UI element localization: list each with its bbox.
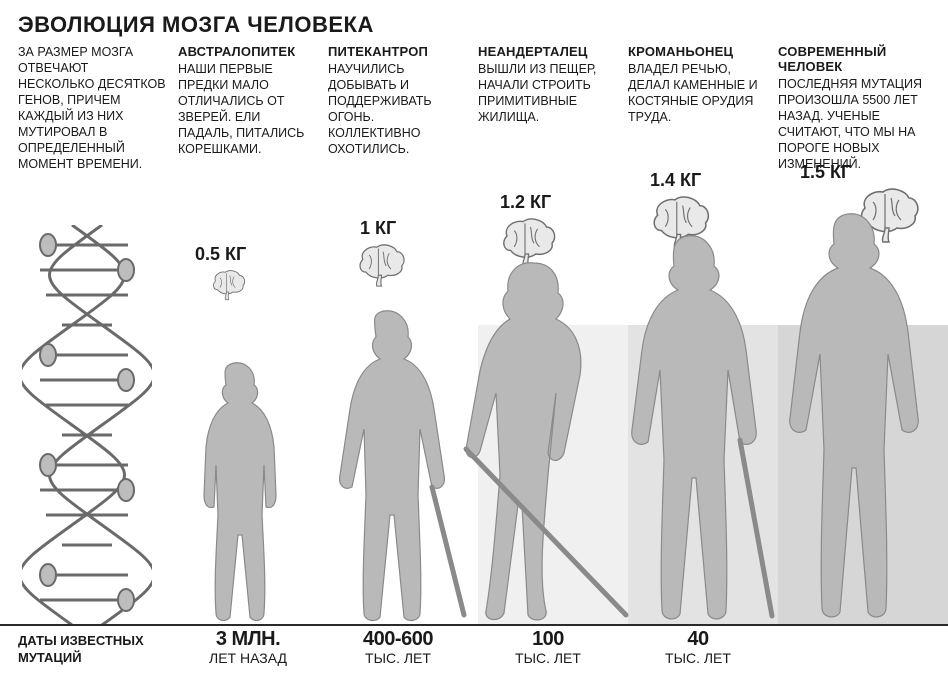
stage-name: КРОМАНЬОНЕЦ — [628, 44, 768, 59]
date-unit: ТЫС. ЛЕТ — [628, 650, 768, 666]
stage-desc: ВЫШЛИ ИЗ ПЕЩЕР, НАЧАЛИ СТРОИТЬ ПРИМИТИВН… — [478, 61, 618, 125]
stage-name: СОВРЕМЕННЫЙ ЧЕЛОВЕК — [778, 44, 933, 74]
footer-label: ДАТЫ ИЗВЕСТНЫХ МУТАЦИЙ — [18, 632, 168, 666]
date-num: 3 МЛН. — [178, 628, 318, 651]
stage-name: НЕАНДЕРТАЛЕЦ — [478, 44, 618, 59]
date-num: 40 — [628, 628, 768, 651]
stage-desc: НАШИ ПЕРВЫЕ ПРЕДКИ МАЛО ОТЛИЧАЛИСЬ ОТ ЗВ… — [178, 61, 318, 157]
weight-label-2: 1.2 КГ — [500, 192, 551, 213]
intro-text: ЗА РАЗМЕР МОЗГА ОТВЕЧАЮТ НЕСКОЛЬКО ДЕСЯТ… — [18, 44, 168, 172]
stage-desc: ПОСЛЕДНЯЯ МУТАЦИЯ ПРОИЗОШЛА 5500 ЛЕТ НАЗ… — [778, 76, 933, 172]
dna-helix-icon — [22, 225, 152, 625]
stage-name: АВСТРАЛОПИТЕК — [178, 44, 318, 59]
date-block-2: 100 ТЫС. ЛЕТ — [478, 628, 618, 666]
date-unit: ТЫС. ЛЕТ — [328, 650, 468, 666]
silhouette-0 — [168, 355, 308, 625]
date-unit: ТЫС. ЛЕТ — [478, 650, 618, 666]
silhouette-1 — [314, 305, 474, 625]
date-num: 100 — [478, 628, 618, 651]
date-block-1: 400-600 ТЫС. ЛЕТ — [328, 628, 468, 666]
page-title: ЭВОЛЮЦИЯ МОЗГА ЧЕЛОВЕКА — [0, 0, 948, 42]
stage-desc: НАУЧИЛИСЬ ДОБЫВАТЬ И ПОДДЕРЖИВАТЬ ОГОНЬ.… — [328, 61, 468, 157]
weight-label-4: 1.5 КГ — [800, 162, 851, 183]
stage-desc: ВЛАДЕЛ РЕЧЬЮ, ДЕЛАЛ КАМЕННЫЕ И КОСТЯНЫЕ … — [628, 61, 768, 125]
date-block-0: 3 МЛН. ЛЕТ НАЗАД — [178, 628, 318, 666]
weight-label-3: 1.4 КГ — [650, 170, 701, 191]
silhouette-3 — [606, 230, 786, 625]
brain-icon-1 — [355, 244, 410, 289]
brain-icon-0 — [210, 270, 249, 302]
date-num: 400-600 — [328, 628, 468, 651]
silhouette-4 — [760, 210, 940, 625]
footer: ДАТЫ ИЗВЕСТНЫХ МУТАЦИЙ 3 МЛН. ЛЕТ НАЗАД … — [0, 626, 948, 681]
date-block-3: 40 ТЫС. ЛЕТ — [628, 628, 768, 666]
stage-name: ПИТЕКАНТРОП — [328, 44, 468, 59]
date-unit: ЛЕТ НАЗАД — [178, 650, 318, 666]
weight-label-0: 0.5 КГ — [195, 244, 246, 265]
weight-label-1: 1 КГ — [360, 218, 396, 239]
